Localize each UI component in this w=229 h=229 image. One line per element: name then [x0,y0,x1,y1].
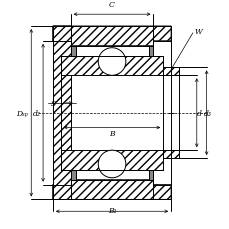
Polygon shape [53,27,70,199]
Text: B₁: B₁ [107,206,116,214]
Polygon shape [60,150,163,170]
Text: W: W [194,28,202,36]
Polygon shape [70,170,75,180]
Polygon shape [148,46,153,56]
Text: d: d [196,109,201,117]
Text: Dₛₚ: Dₛₚ [16,109,28,117]
Text: B: B [109,130,114,138]
Circle shape [98,150,125,178]
Polygon shape [60,56,163,76]
Polygon shape [148,170,153,180]
Text: S: S [50,99,55,107]
Polygon shape [53,180,170,199]
Polygon shape [70,46,75,56]
Polygon shape [163,150,178,158]
Polygon shape [53,27,70,46]
Text: d₂: d₂ [33,109,41,117]
Polygon shape [53,180,70,199]
Text: C: C [109,1,114,9]
Text: d₃: d₃ [203,109,211,117]
Polygon shape [53,27,170,46]
Polygon shape [163,68,178,76]
Circle shape [98,49,125,76]
